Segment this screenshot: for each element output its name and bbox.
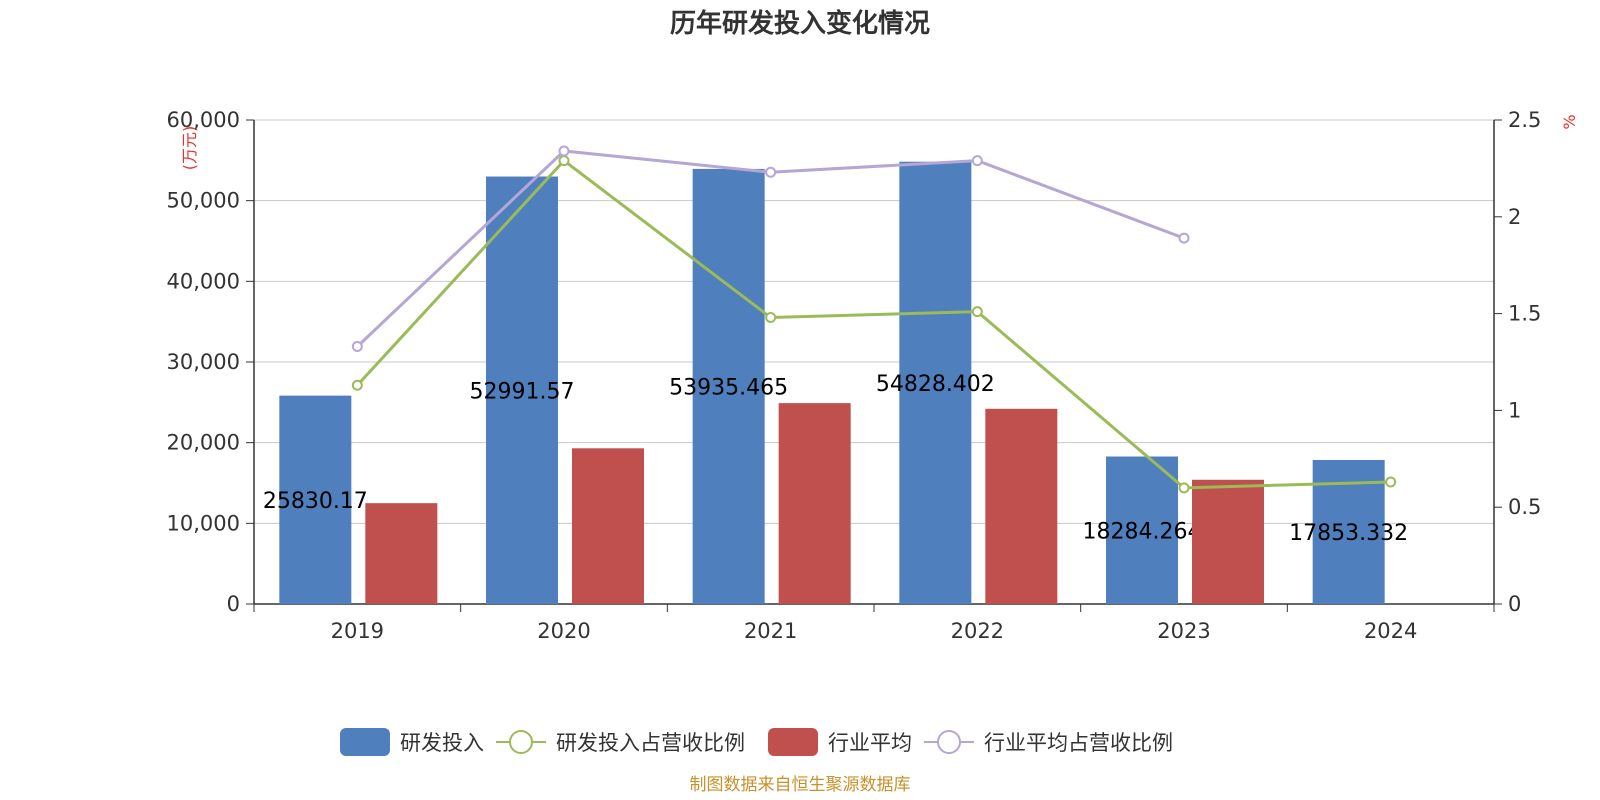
right-tick-label: 1.5 [1508,302,1541,326]
x-tick-label: 2022 [951,619,1004,643]
right-tick-label: 0.5 [1508,495,1541,519]
plot-area: 0 10,000 20,000 30,000 40,000 50,000 60,000 0 0.… [167,108,1542,643]
line-point [351,341,363,353]
source-note: 制图数据来自恒生聚源数据库 [690,775,911,795]
left-tick-label: 0 [227,592,240,616]
legend-label: 行业平均占营收比例 [984,731,1173,755]
chart-title: 历年研发投入变化情况 [670,8,930,39]
x-tick-label: 2021 [744,619,797,643]
bar-rd [692,168,765,604]
right-tick-label: 0 [1508,592,1521,616]
x-tick-label: 2020 [537,619,590,643]
line-rd-ratio [356,158,1391,490]
bar-data-label: 54828.402 [876,372,995,397]
legend-item[interactable]: 研发投入 [340,728,484,756]
line-point [971,306,983,318]
legend-item[interactable]: 行业平均占营收比例 [924,730,1173,755]
line-point [1178,482,1190,494]
bar-rd [899,161,972,604]
bar-data-label: 18284.264 [1083,519,1202,544]
line-point [1178,232,1190,244]
left-tick-label: 60,000 [167,108,240,132]
left-tick-label: 20,000 [167,431,240,455]
x-tick-label: 2023 [1157,619,1210,643]
legend-label: 研发投入占营收比例 [556,731,745,755]
bar-industry [572,448,644,604]
bar-industry [1192,479,1264,604]
right-tick-label: 2.5 [1508,108,1541,132]
legend-item[interactable]: 研发投入占营收比例 [496,730,745,755]
legend-swatch-marker [937,730,961,754]
line-point [1385,476,1397,488]
legend-swatch-marker [509,730,533,754]
bar-rd [279,395,352,604]
line-point [558,155,570,167]
right-tick-label: 2 [1508,205,1521,229]
line-point [351,379,363,391]
bar-industry [778,403,851,604]
left-tick-label: 40,000 [167,269,240,293]
x-tick-label: 2019 [331,619,384,643]
line-point [971,155,983,167]
bar-data-label: 25830.17 [263,489,368,514]
left-tick-label: 10,000 [167,511,240,535]
legend-item[interactable]: 行业平均 [768,728,912,756]
legend-swatch [768,728,818,756]
bar-rd [1106,456,1178,604]
line-point [558,145,570,157]
legend[interactable]: 研发投入 研发投入占营收比例 行业平均 行业平均占营收比例 [340,728,1173,756]
legend-label: 研发投入 [400,731,484,755]
bar-data-label: 17853.332 [1289,521,1408,546]
right-axis-unit: % [1560,114,1579,129]
left-axis-unit: (万元) [180,126,199,171]
right-tick-label: 1 [1508,398,1521,422]
line-point [765,166,777,178]
bar-data-label: 52991.57 [470,379,575,404]
x-tick-label: 2024 [1364,619,1417,643]
bar-industry [365,503,438,604]
left-tick-label: 30,000 [167,350,240,374]
bar-industry [985,408,1058,604]
legend-label: 行业平均 [828,731,912,755]
left-tick-label: 50,000 [167,189,240,213]
bar-data-label: 53935.465 [669,375,788,400]
legend-swatch [340,728,390,756]
line-point [765,311,777,323]
bar-rd [486,176,558,604]
